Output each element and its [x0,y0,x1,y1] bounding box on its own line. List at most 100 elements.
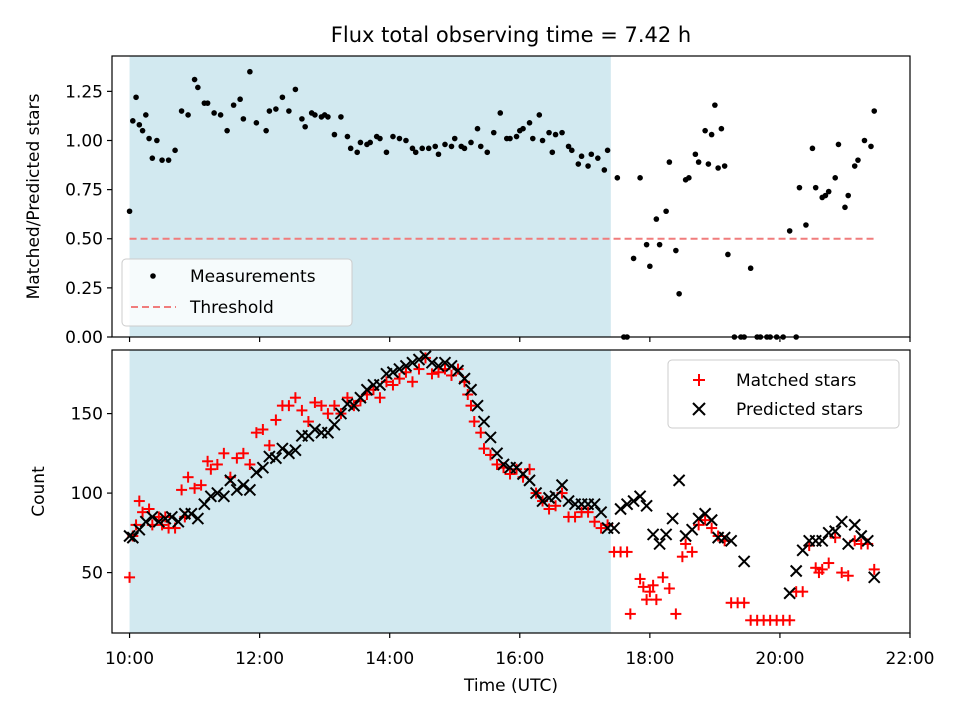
predicted-star-point [789,564,803,578]
matched-star-point [637,581,649,593]
top-y-axis-label: Matched/Predicted stars [24,93,44,299]
predicted-star-point [438,356,452,369]
predicted-star-point [848,518,861,532]
predicted-star-point [666,512,679,525]
measurement-point [143,112,149,118]
predicted-star-point [796,544,809,557]
measurement-point [237,96,243,103]
measurement-point [461,145,468,152]
measurement-point [637,175,643,181]
predicted-star-point [139,515,153,528]
measurement-point [497,110,504,116]
predicted-star-point [815,534,829,547]
measurement-point [357,139,364,146]
measurements-legend-label: Measurements [190,267,316,287]
matched-star-point [244,458,256,470]
bottom-y-tick-label: 100 [71,484,103,504]
measurement-point [585,163,591,169]
bottom-panel: 50 100 150 10:00 12:00 14:00 16:00 18:00 20:00 2… [29,349,935,696]
measurement-point [536,112,543,118]
matched-star-point [159,511,171,523]
top-legend-box [121,258,353,327]
predicted-star-point [685,523,699,536]
measurement-point [708,131,715,138]
matched-star-point [413,363,425,375]
predicted-star-point [321,426,335,439]
matched-star-point [589,516,601,528]
matched-star-point [468,416,480,428]
predicted-star-point [185,507,198,520]
top-y-tick-label: 1.00 [65,131,103,151]
measurements-legend-marker [150,273,156,279]
predicted-star-point [861,534,874,547]
predicted-star-point [133,523,146,536]
matched-star-point [663,582,675,594]
matched-star-point [296,404,308,416]
chart-title: Flux total observing time = 7.42 h [331,23,691,47]
matched-star-point [686,546,698,558]
measurement-point [718,125,725,132]
matched-star-point [621,546,633,558]
measurement-point [396,135,403,142]
matched-star-point [283,400,295,412]
matched-star-point [393,373,405,385]
predicted-star-point [152,515,166,528]
matched-star-point [647,579,659,591]
matched-star-point [693,519,705,531]
measurement-point [383,149,390,156]
predicted-star-point [204,490,218,503]
predicted-star-point [191,512,205,525]
predicted-star-point [718,531,731,544]
predicted-star-point [354,391,367,404]
bottom-y-axis-label: Count [29,466,49,517]
measurement-point [409,145,416,152]
predicted-star-point [172,515,185,528]
matched-star-point [328,400,340,412]
measurement-point [403,137,409,144]
predicted-star-point [211,486,224,500]
predicted-star-point [243,483,257,497]
measurement-point [715,165,721,171]
matched-star-point [309,396,321,408]
measurement-point [224,127,230,134]
predicted-star-point [724,534,738,547]
matched-star-point [237,447,249,459]
top-y-tick-label: 0.00 [65,328,103,348]
measurement-point [529,135,536,142]
matched-star-point [263,439,275,451]
measurement-point [146,135,152,142]
predicted-star-point [484,431,497,444]
measurement-point [302,123,308,130]
matched-star-point [445,369,457,381]
matched-star-point [657,571,669,583]
matched-star-point [130,519,142,531]
predicted-star-point [705,513,718,527]
measurement-point [263,127,269,134]
predicted-star-point [562,494,575,508]
matched-star-point [738,597,750,609]
predicted-star-point [308,423,322,436]
predicted-star-point [588,498,601,511]
measurement-point [614,175,621,181]
matched-star-point [836,567,848,579]
measurement-point [312,112,318,118]
bottom-y-tick-label: 150 [71,405,103,425]
predicted-star-point [536,494,549,508]
measurement-point [676,290,682,297]
measurement-point [217,112,224,118]
measurement-point [673,247,679,254]
matched-star-point [634,573,646,585]
measurement-point [705,161,712,167]
predicted-star-point [659,528,673,541]
measurement-point [721,163,728,169]
measurement-point [809,145,816,152]
matched-star-point [133,495,145,507]
matched-star-point [462,389,474,401]
matched-star-point [650,594,662,606]
matched-star-point [680,538,692,550]
measurement-point [390,133,396,140]
top-y-tick-label: 1.25 [65,82,103,102]
matched-star-point [202,455,214,467]
predicted-star-point [672,474,686,487]
